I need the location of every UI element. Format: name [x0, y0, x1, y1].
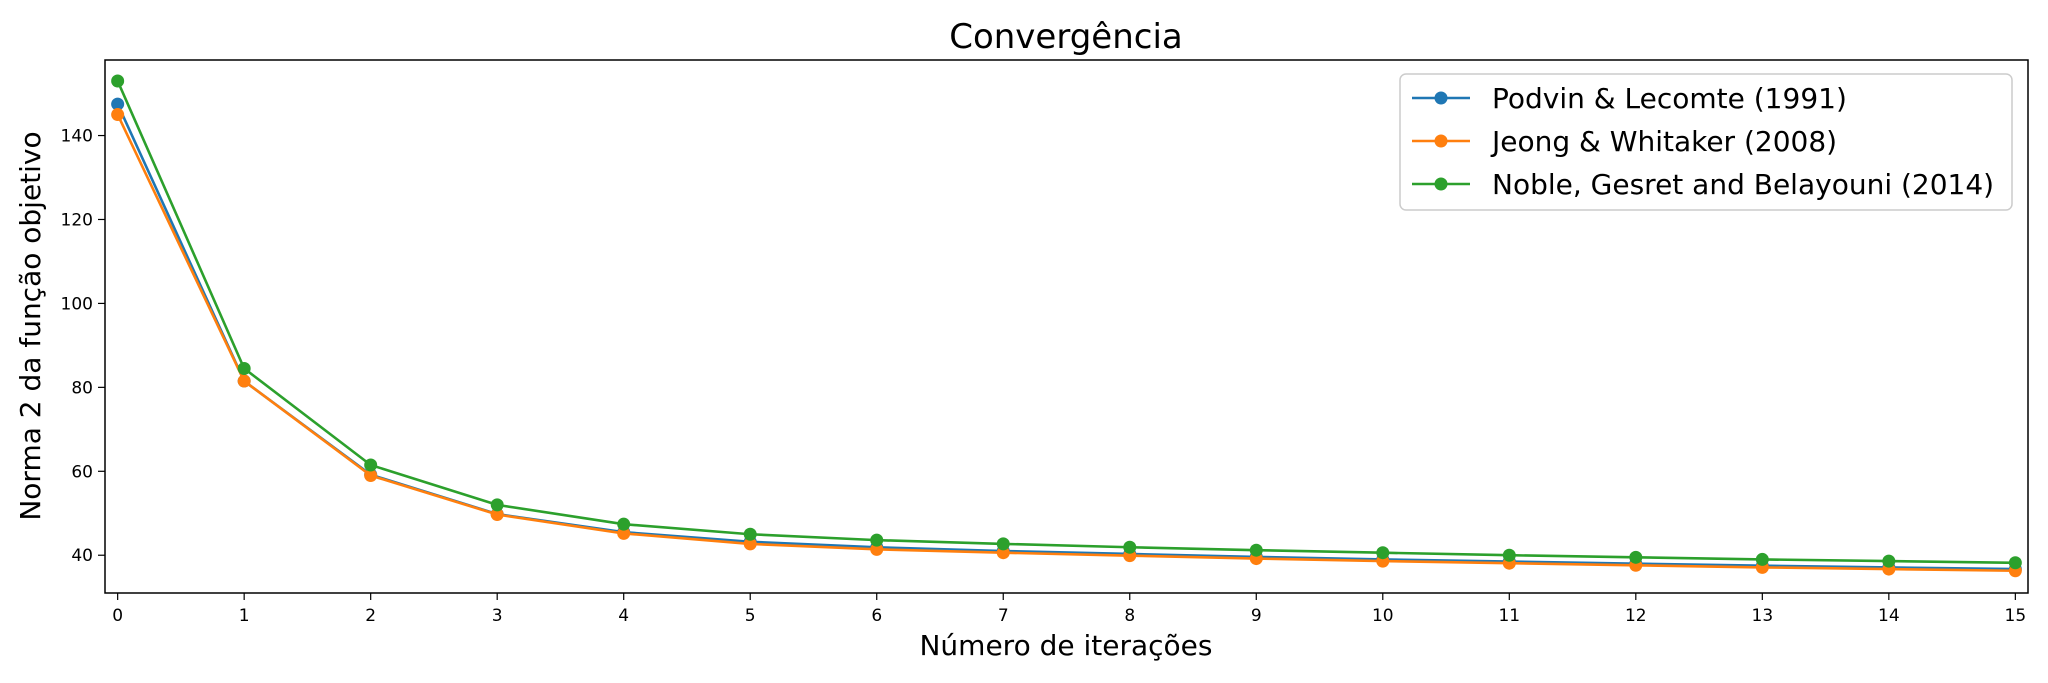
x-tick-label: 12	[1625, 606, 1647, 626]
data-point	[364, 458, 378, 472]
legend-item: Podvin & Lecomte (1991)	[1412, 82, 1847, 115]
legend-box	[1399, 73, 2013, 211]
series-layer	[111, 74, 2022, 578]
data-point	[1502, 548, 1516, 562]
series-line	[116, 80, 2016, 565]
x-tick-label: 8	[1124, 606, 1135, 626]
data-point	[617, 526, 631, 540]
y-tick-label: 100	[61, 294, 93, 314]
y-tick-label: 140	[61, 127, 93, 147]
data-point	[743, 527, 757, 541]
data-point	[364, 468, 378, 482]
x-tick-label: 10	[1372, 606, 1394, 626]
x-tick-label: 7	[998, 606, 1009, 626]
data-point	[743, 537, 757, 551]
data-point	[490, 498, 504, 512]
legend-label: Jeong & Whitaker (2008)	[1490, 125, 1837, 158]
data-point	[490, 508, 504, 522]
data-point	[237, 361, 251, 375]
y-axis-title: Norma 2 da função objetivo	[14, 131, 47, 520]
x-tick-label: 6	[871, 606, 882, 626]
legend-item: Jeong & Whitaker (2008)	[1412, 125, 1837, 158]
legend-swatch-marker	[1434, 91, 1448, 105]
x-tick-label: 11	[1498, 606, 1520, 626]
x-tick-label: 9	[1251, 606, 1262, 626]
legend-swatch-marker	[1434, 134, 1448, 148]
x-tick-label: 3	[492, 606, 503, 626]
legend-label: Podvin & Lecomte (1991)	[1492, 82, 1847, 115]
data-point	[996, 537, 1010, 551]
series-line	[116, 114, 2016, 573]
data-point	[111, 74, 125, 88]
y-tick-label: 60	[71, 462, 93, 482]
legend-label: Noble, Gesret and Belayouni (2014)	[1492, 168, 1994, 201]
x-tick-label: 5	[745, 606, 756, 626]
data-point	[1249, 543, 1263, 557]
data-point	[1123, 540, 1137, 554]
x-tick-label: 14	[1878, 606, 1900, 626]
y-axis: 40 60 80 100 120 140	[61, 127, 105, 566]
y-tick-label: 80	[71, 378, 93, 398]
series-3	[111, 74, 2022, 570]
plot-area	[104, 59, 2029, 594]
data-point	[111, 97, 125, 111]
x-tick-label: 13	[1752, 606, 1774, 626]
data-point	[1629, 550, 1643, 564]
data-point	[111, 108, 125, 122]
legend: Podvin & Lecomte (1991) Jeong & Whitaker …	[1399, 73, 2013, 211]
data-point	[237, 374, 251, 388]
legend-swatch-marker	[1434, 177, 1448, 191]
y-tick-label: 120	[61, 210, 93, 230]
x-tick-label: 2	[365, 606, 376, 626]
y-tick-label: 40	[71, 546, 93, 566]
x-tick-label: 0	[112, 606, 123, 626]
data-point	[1755, 552, 1769, 566]
x-tick-label: 1	[239, 606, 250, 626]
x-axis-title: Número de iterações	[919, 629, 1212, 662]
data-point	[1882, 554, 1896, 568]
data-point	[2008, 556, 2022, 570]
x-axis: 0 1 2 3 4 5 6 7 8 9 10 11 12 13 14 15	[112, 593, 2026, 626]
x-tick-label: 15	[2005, 606, 2027, 626]
x-tick-label: 4	[618, 606, 629, 626]
data-point	[1376, 546, 1390, 560]
data-point	[870, 542, 884, 556]
legend-item: Noble, Gesret and Belayouni (2014)	[1412, 168, 1994, 201]
chart-title: Convergência	[949, 17, 1183, 57]
data-point	[617, 517, 631, 531]
data-point	[870, 533, 884, 547]
